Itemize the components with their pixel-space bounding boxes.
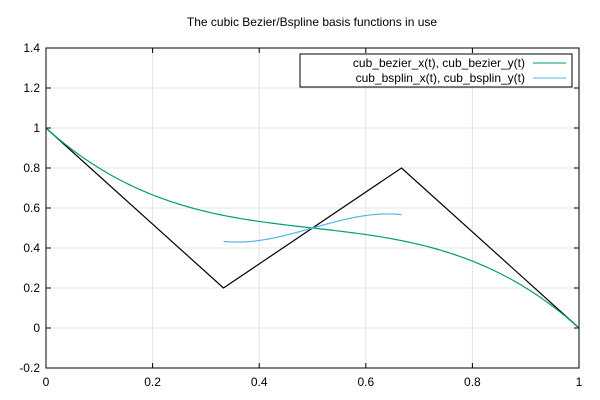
x-tick-label: 0.4	[251, 375, 268, 389]
grid	[45, 47, 580, 369]
legend-box	[299, 53, 573, 88]
y-tick-label: 1.2	[23, 81, 40, 95]
legend-label-bezier: cub_bezier_x(t), cub_bezier_y(t)	[353, 56, 525, 70]
axis-ticks: 0 0.2 0.4 0.6 0.8 1-0.200.20.40.60.811.21.4	[19, 41, 582, 389]
y-tick-label: 0.4	[23, 241, 40, 255]
y-tick-label: 0.6	[23, 201, 40, 215]
x-tick-label: 0	[43, 375, 50, 389]
y-tick-label: 1.4	[23, 41, 40, 55]
legend-label-bsplin: cub_bsplin_x(t), cub_bsplin_y(t)	[356, 71, 525, 85]
y-tick-label: 1	[33, 121, 40, 135]
y-tick-label: 0.8	[23, 161, 40, 175]
chart-title: The cubic Bezier/Bspline basis functions…	[187, 15, 437, 29]
y-tick-label: 0.2	[23, 281, 40, 295]
y-tick-label: 0	[33, 321, 40, 335]
x-tick-label: 0.2	[144, 375, 161, 389]
plot-border	[45, 47, 580, 369]
series-layer	[45, 127, 580, 329]
legend: cub_bezier_x(t), cub_bezier_y(t) cub_bsp…	[299, 53, 573, 88]
x-tick-label: 0.8	[464, 375, 481, 389]
series-line-bsplin	[223, 213, 402, 243]
y-tick-label: -0.2	[19, 361, 40, 375]
x-tick-label: 1	[576, 375, 583, 389]
x-tick-label: 0.6	[357, 375, 374, 389]
